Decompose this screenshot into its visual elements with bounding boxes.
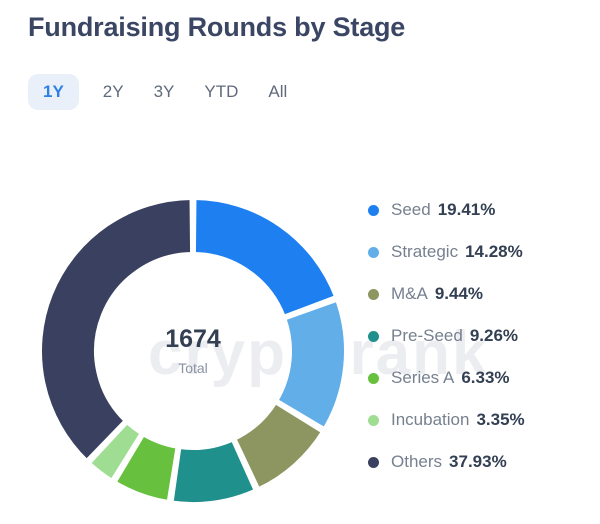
donut-segment-seed[interactable] [191,196,339,319]
legend-color-dot [368,246,379,258]
legend-item-series-a[interactable]: Series A 6.33% [368,357,525,399]
legend-item-pre-seed[interactable]: Pre-Seed 9.26% [368,315,525,357]
legend-label: Seed [391,200,431,219]
legend-color-dot [368,330,379,342]
legend-item-incubation[interactable]: Incubation 3.35% [368,399,525,441]
legend-item-others[interactable]: Others 37.93% [368,441,525,483]
tab-ytd[interactable]: YTD [204,82,239,101]
tab-all[interactable]: All [268,82,288,101]
legend-color-dot [368,456,379,468]
time-range-tabs: 1Y 2Y 3Y YTD All [28,74,293,110]
legend-value: 3.35% [476,410,525,429]
legend-label: Incubation [391,410,470,429]
donut-segment-strategic[interactable] [274,297,348,432]
legend-value: 19.41% [437,200,496,219]
legend-value: 9.26% [469,326,519,345]
legend-color-dot [368,204,379,216]
donut-segment-series-a[interactable] [112,432,180,505]
legend-item-m-a[interactable]: M&A 9.44% [368,273,525,315]
donut-chart [35,193,351,509]
legend-item-strategic[interactable]: Strategic 14.28% [368,231,525,273]
legend-label: M&A [391,284,428,303]
legend-label: Others [391,452,443,471]
tab-2y[interactable]: 2Y [102,82,124,101]
legend-value: 6.33% [461,368,510,387]
page-title: Fundraising Rounds by Stage [28,12,406,42]
legend-value: 37.93% [449,452,507,471]
tab-1y[interactable]: 1Y [28,74,79,110]
donut-segment-others[interactable] [38,196,195,464]
legend-item-seed[interactable]: Seed 19.41% [368,189,525,231]
legend-value: 14.28% [465,242,523,261]
legend-value: 9.44% [434,284,484,303]
legend-label: Strategic [391,242,459,261]
donut-segment-m-a[interactable] [232,400,325,492]
legend-color-dot [368,372,379,384]
donut-segment-pre-seed[interactable] [169,437,258,506]
chart-legend: Seed 19.41% Strategic 14.28% M&A 9.44% Pre-See… [368,189,525,483]
tab-3y[interactable]: 3Y [153,82,175,101]
legend-label: Series A [391,368,455,387]
legend-color-dot [368,414,379,426]
legend-label: Pre-Seed [391,326,463,345]
legend-color-dot [368,288,379,300]
